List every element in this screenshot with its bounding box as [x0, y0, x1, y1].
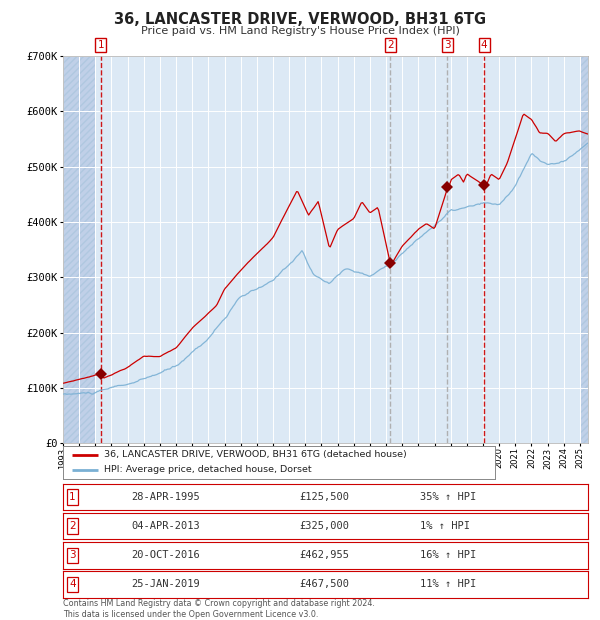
Bar — [580, 56, 588, 443]
Text: 2: 2 — [69, 521, 76, 531]
Text: 3: 3 — [69, 550, 76, 560]
Text: 1: 1 — [97, 40, 104, 50]
Text: £325,000: £325,000 — [299, 521, 349, 531]
Text: 4: 4 — [481, 40, 487, 50]
Text: 20-OCT-2016: 20-OCT-2016 — [131, 550, 200, 560]
Text: 16% ↑ HPI: 16% ↑ HPI — [420, 550, 476, 560]
Text: £462,955: £462,955 — [299, 550, 349, 560]
Text: 1: 1 — [69, 492, 76, 502]
Text: 04-APR-2013: 04-APR-2013 — [131, 521, 200, 531]
Text: 25-JAN-2019: 25-JAN-2019 — [131, 579, 200, 590]
Text: 36, LANCASTER DRIVE, VERWOOD, BH31 6TG: 36, LANCASTER DRIVE, VERWOOD, BH31 6TG — [114, 12, 486, 27]
Text: 3: 3 — [444, 40, 451, 50]
Text: 4: 4 — [69, 579, 76, 590]
Text: Contains HM Land Registry data © Crown copyright and database right 2024.
This d: Contains HM Land Registry data © Crown c… — [63, 600, 375, 619]
Text: 2: 2 — [387, 40, 394, 50]
Text: Price paid vs. HM Land Registry's House Price Index (HPI): Price paid vs. HM Land Registry's House … — [140, 26, 460, 36]
Text: 36, LANCASTER DRIVE, VERWOOD, BH31 6TG (detached house): 36, LANCASTER DRIVE, VERWOOD, BH31 6TG (… — [104, 450, 407, 459]
Text: £467,500: £467,500 — [299, 579, 349, 590]
Bar — [63, 56, 95, 443]
Text: 28-APR-1995: 28-APR-1995 — [131, 492, 200, 502]
Text: 11% ↑ HPI: 11% ↑ HPI — [420, 579, 476, 590]
Text: 1% ↑ HPI: 1% ↑ HPI — [420, 521, 470, 531]
Text: £125,500: £125,500 — [299, 492, 349, 502]
Text: HPI: Average price, detached house, Dorset: HPI: Average price, detached house, Dors… — [104, 465, 311, 474]
Text: 35% ↑ HPI: 35% ↑ HPI — [420, 492, 476, 502]
